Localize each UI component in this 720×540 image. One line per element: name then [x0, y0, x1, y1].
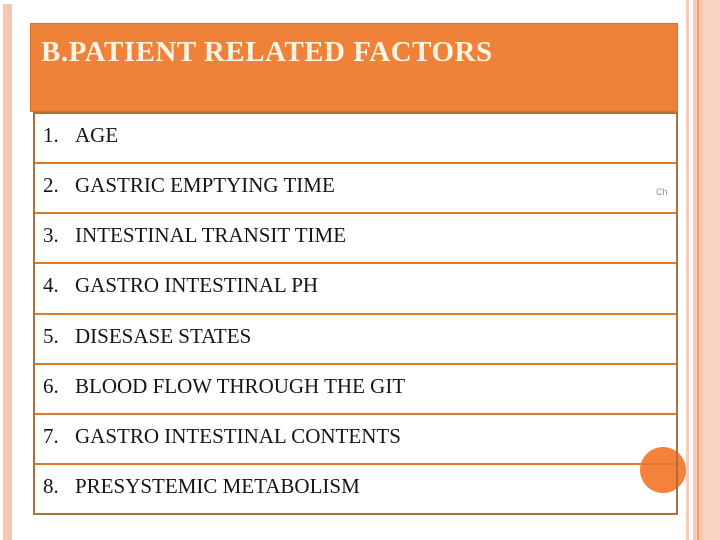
- list-item: 5. DISESASE STATES: [35, 312, 676, 363]
- item-number: 8.: [43, 473, 59, 498]
- item-number: 6.: [43, 373, 59, 398]
- item-label: GASTRO INTESTINAL PH: [75, 273, 319, 298]
- item-label: GASTRO INTESTINAL CONTENTS: [75, 423, 401, 448]
- item-number: 1.: [43, 123, 59, 147]
- item-number: 5.: [43, 323, 59, 348]
- list-item: 7. GASTRO INTESTINAL CONTENTS: [35, 412, 676, 463]
- list-item: 2. GASTRIC EMPTYING TIME: [35, 162, 676, 212]
- list-item: 1. AGE: [35, 114, 676, 162]
- item-label: DISESASE STATES: [75, 323, 252, 348]
- item-number: 7.: [43, 423, 59, 448]
- right-stripe-1: [686, 0, 689, 540]
- item-number: 2.: [43, 173, 59, 198]
- item-label: INTESTINAL TRANSIT TIME: [75, 223, 347, 248]
- right-stripe-2: [693, 0, 697, 540]
- accent-circle: [640, 447, 686, 493]
- list-item: 6. BLOOD FLOW THROUGH THE GIT: [35, 362, 676, 413]
- right-stripe-5: [703, 0, 720, 540]
- item-label: AGE: [75, 123, 119, 147]
- list-item: 4. GASTRO INTESTINAL PH: [35, 262, 676, 312]
- right-stripe-3: [697, 0, 699, 540]
- list-item: 8. PRESYSTEMIC METABOLISM: [35, 462, 676, 513]
- item-label: BLOOD FLOW THROUGH THE GIT: [75, 373, 406, 398]
- side-note: Ch: [656, 187, 668, 197]
- item-label: PRESYSTEMIC METABOLISM: [75, 473, 360, 498]
- page-title: B.PATIENT RELATED FACTORS: [41, 36, 493, 68]
- left-accent-band: [3, 4, 12, 540]
- list-item: 3. INTESTINAL TRANSIT TIME: [35, 212, 676, 262]
- factor-list: 1. AGE 2. GASTRIC EMPTYING TIME 3. INTES…: [33, 112, 678, 515]
- item-number: 4.: [43, 273, 59, 298]
- slide-title-bar: B.PATIENT RELATED FACTORS: [30, 23, 678, 112]
- item-label: GASTRIC EMPTYING TIME: [75, 173, 335, 198]
- item-number: 3.: [43, 223, 59, 248]
- right-stripe-4: [699, 0, 703, 540]
